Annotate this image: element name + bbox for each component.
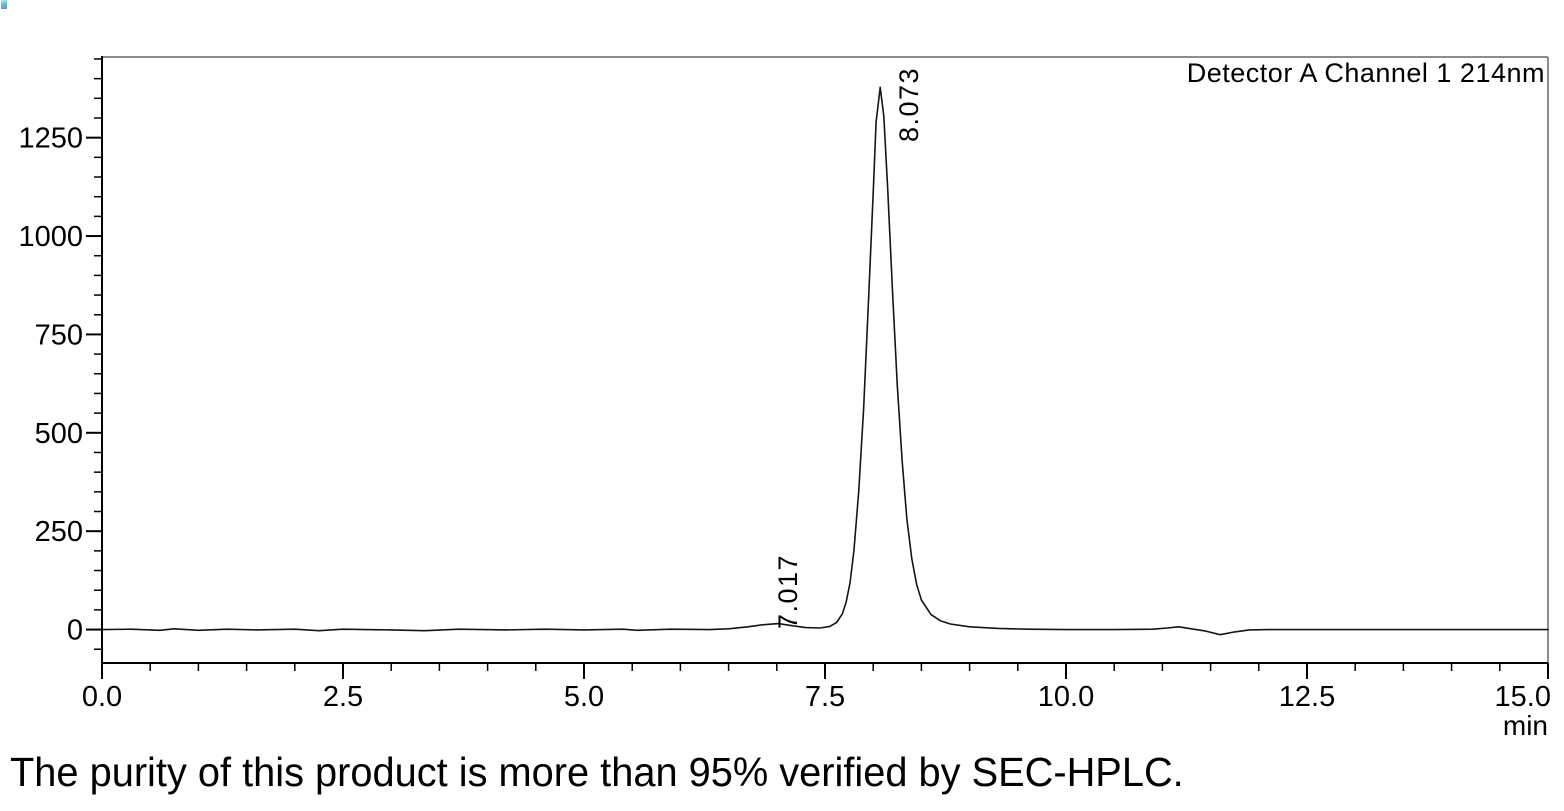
x-tick-label: 7.5 <box>805 681 845 713</box>
y-tick-label: 500 <box>35 418 83 450</box>
y-tick-label: 1000 <box>18 221 83 253</box>
x-tick-label: 10.0 <box>1038 681 1094 713</box>
y-tick-label: 1250 <box>18 123 83 155</box>
purity-statement-text: The purity of this product is more than … <box>10 749 1184 795</box>
x-tick-label: 15.0 <box>1495 681 1551 713</box>
x-tick-label: 0.0 <box>82 681 122 713</box>
corner-artifact-mark <box>1 0 7 9</box>
y-tick-label: 250 <box>35 516 83 548</box>
y-tick-label: 750 <box>35 319 83 351</box>
x-tick-label: 2.5 <box>323 681 363 713</box>
detector-channel-label: Detector A Channel 1 214nm <box>1186 58 1545 88</box>
chromatogram-trace <box>101 86 1549 636</box>
x-tick-label: 12.5 <box>1279 681 1335 713</box>
peak-retention-time-label-8073: 8.073 <box>894 66 924 142</box>
peak-retention-time-label-7017: 7.017 <box>773 553 803 629</box>
x-axis-unit-label: min <box>1502 710 1548 741</box>
y-tick-label: 0 <box>67 615 83 647</box>
x-tick-label: 5.0 <box>564 681 604 713</box>
